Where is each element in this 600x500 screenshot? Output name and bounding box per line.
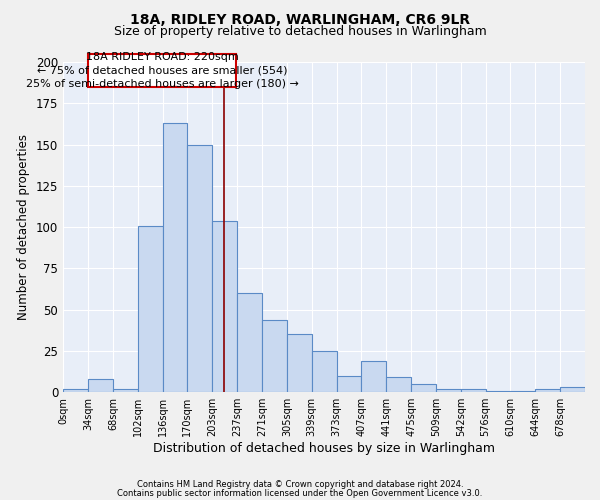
- Bar: [88, 379, 113, 392]
- Bar: [287, 334, 311, 392]
- Bar: [436, 389, 461, 392]
- Bar: [63, 389, 88, 392]
- FancyBboxPatch shape: [88, 54, 236, 87]
- Bar: [511, 390, 535, 392]
- Text: 18A, RIDLEY ROAD, WARLINGHAM, CR6 9LR: 18A, RIDLEY ROAD, WARLINGHAM, CR6 9LR: [130, 12, 470, 26]
- Bar: [237, 293, 262, 392]
- Bar: [361, 361, 386, 392]
- Y-axis label: Number of detached properties: Number of detached properties: [17, 134, 31, 320]
- Bar: [163, 123, 187, 392]
- Bar: [262, 320, 287, 392]
- Bar: [560, 388, 585, 392]
- Bar: [187, 144, 212, 392]
- Text: Contains public sector information licensed under the Open Government Licence v3: Contains public sector information licen…: [118, 489, 482, 498]
- Bar: [485, 390, 511, 392]
- Bar: [337, 376, 361, 392]
- Bar: [311, 351, 337, 392]
- Text: 18A RIDLEY ROAD: 220sqm
← 75% of detached houses are smaller (554)
25% of semi-d: 18A RIDLEY ROAD: 220sqm ← 75% of detache…: [26, 52, 299, 88]
- X-axis label: Distribution of detached houses by size in Warlingham: Distribution of detached houses by size …: [153, 442, 495, 455]
- Bar: [535, 389, 560, 392]
- Bar: [138, 226, 163, 392]
- Text: Size of property relative to detached houses in Warlingham: Size of property relative to detached ho…: [113, 25, 487, 38]
- Bar: [386, 378, 411, 392]
- Text: Contains HM Land Registry data © Crown copyright and database right 2024.: Contains HM Land Registry data © Crown c…: [137, 480, 463, 489]
- Bar: [411, 384, 436, 392]
- Bar: [461, 389, 485, 392]
- Bar: [113, 389, 138, 392]
- Bar: [212, 220, 237, 392]
